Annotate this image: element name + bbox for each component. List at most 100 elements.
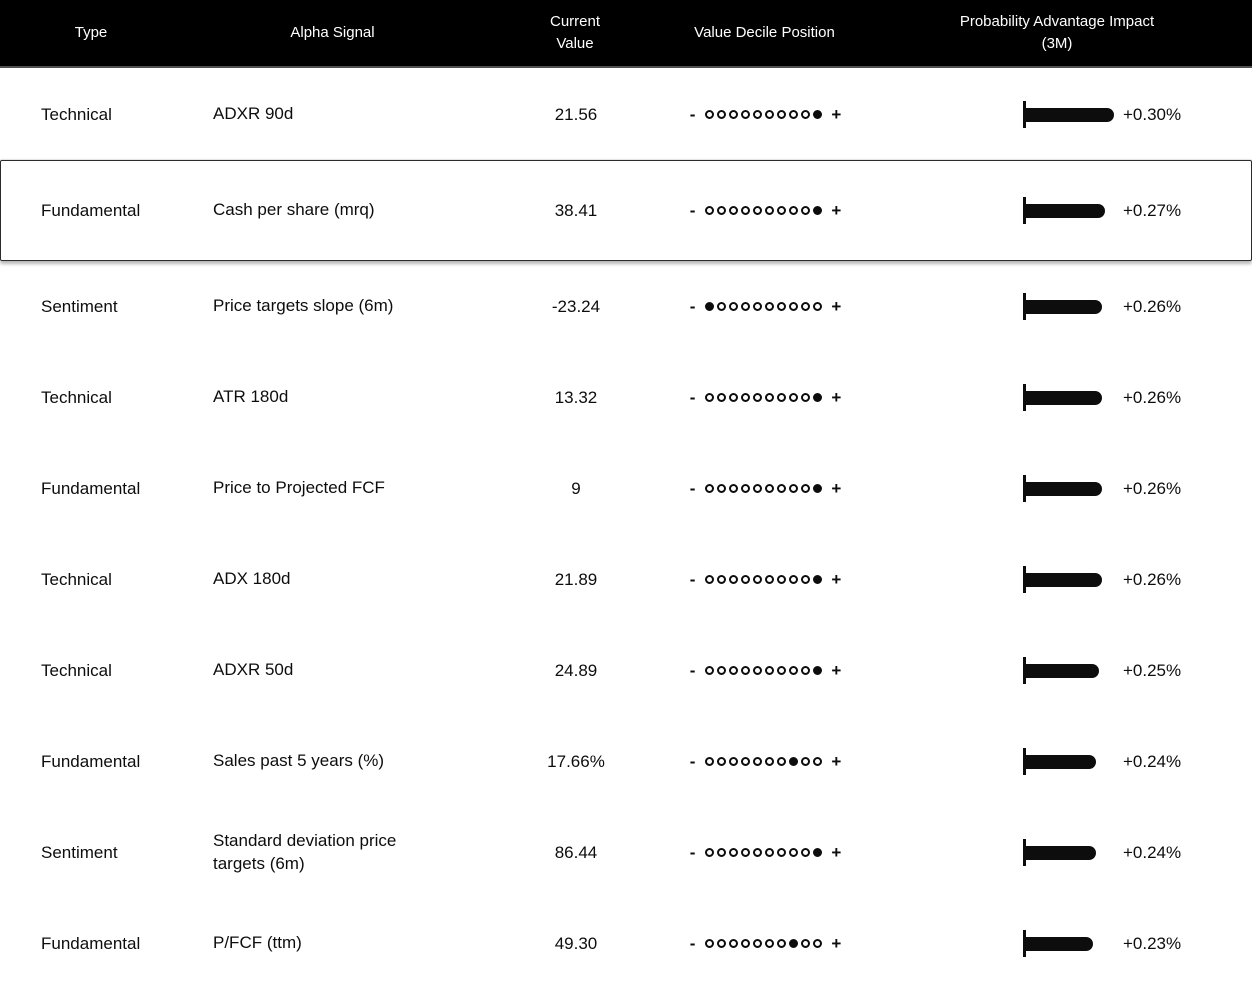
table-row[interactable]: Fundamental P/FCF (ttm) 49.30 - + +0.23%: [0, 898, 1252, 989]
impact-bar-axis-tick: [1023, 748, 1026, 775]
decile-dot: [776, 757, 786, 766]
signal-cell: Price targets slope (6m): [183, 295, 484, 318]
decile-dot: [776, 206, 786, 215]
signal-label: Price targets slope (6m): [213, 296, 394, 316]
type-cell: Technical: [41, 569, 112, 589]
decile-dot: [788, 393, 798, 402]
type-cell: Sentiment: [41, 296, 118, 316]
decile-dot: [812, 302, 822, 311]
column-header-type[interactable]: Type: [0, 22, 182, 44]
table-row[interactable]: Technical ATR 180d 13.32 - + +0.26%: [0, 352, 1252, 443]
decile-plus-button[interactable]: +: [831, 934, 842, 953]
table-row[interactable]: Technical ADXR 50d 24.89 - + +0.25%: [0, 625, 1252, 716]
impact-bar: [1026, 572, 1102, 587]
decile-dot: [788, 110, 798, 119]
table-row[interactable]: Fundamental Price to Projected FCF 9 - +…: [0, 443, 1252, 534]
column-header-impact[interactable]: Probability Advantage Impact (3M): [862, 11, 1252, 55]
decile-dot: [752, 206, 762, 215]
decile-dots: [703, 484, 823, 493]
impact-bar-axis-tick: [1023, 839, 1026, 866]
current-value-cell: 38.41: [554, 200, 598, 220]
table-row[interactable]: Technical ADXR 90d 21.56 - + +0.30%: [0, 69, 1252, 160]
decile-dot-filled: [788, 757, 798, 766]
column-header-alpha-signal[interactable]: Alpha Signal: [182, 22, 483, 44]
decile-dot-filled: [812, 666, 822, 675]
decile-dot: [752, 848, 762, 857]
decile-plus-button[interactable]: +: [831, 201, 842, 220]
decile-dots: [703, 666, 823, 675]
signal-cell: Cash per share (mrq): [183, 199, 484, 222]
decile-dot-filled: [812, 393, 822, 402]
decile-dot: [788, 848, 798, 857]
impact-bar: [1026, 845, 1096, 860]
impact-bar-axis-tick: [1023, 566, 1026, 593]
decile-dot: [704, 757, 714, 766]
decile-dot: [764, 484, 774, 493]
impact-bar: [1026, 203, 1105, 218]
impact-bar-axis-tick: [1023, 475, 1026, 502]
signal-label: P/FCF (ttm): [213, 933, 302, 953]
impact-cell: +0.25%: [863, 657, 1252, 684]
decile-minus-button[interactable]: -: [689, 388, 696, 407]
decile-plus-button[interactable]: +: [831, 388, 842, 407]
decile-dots: [703, 110, 823, 119]
decile-dot: [764, 666, 774, 675]
impact-cell: +0.24%: [863, 748, 1252, 775]
current-value-cell: 24.89: [554, 660, 598, 680]
decile-dot: [740, 110, 750, 119]
table-header-row: Type Alpha Signal Current Value Value De…: [0, 0, 1252, 68]
decile-plus-button[interactable]: +: [831, 661, 842, 680]
signal-cell: P/FCF (ttm): [183, 932, 484, 955]
decile-dot: [716, 393, 726, 402]
decile-dot: [776, 939, 786, 948]
decile-plus-button[interactable]: +: [831, 479, 842, 498]
signal-label: Standard deviation price targets (6m): [213, 830, 397, 873]
table-row[interactable]: Fundamental Sales past 5 years (%) 17.66…: [0, 716, 1252, 807]
signal-label: Cash per share (mrq): [213, 200, 375, 220]
decile-minus-button[interactable]: -: [689, 843, 696, 862]
impact-bar-area: [1023, 475, 1123, 502]
signal-cell: Price to Projected FCF: [183, 477, 484, 500]
current-value-cell: 17.66%: [547, 751, 605, 771]
decile-dot: [764, 757, 774, 766]
impact-cell: +0.26%: [863, 384, 1252, 411]
decile-minus-button[interactable]: -: [689, 570, 696, 589]
decile-minus-button[interactable]: -: [689, 934, 696, 953]
column-header-decile-position[interactable]: Value Decile Position: [667, 22, 862, 44]
impact-value-label: +0.26%: [1123, 387, 1182, 407]
decile-dot: [752, 393, 762, 402]
impact-bar: [1026, 936, 1093, 951]
impact-cell: +0.30%: [863, 101, 1252, 128]
decile-plus-button[interactable]: +: [831, 843, 842, 862]
decile-plus-button[interactable]: +: [831, 752, 842, 771]
table-row[interactable]: Technical ADX 180d 21.89 - + +0.26%: [0, 534, 1252, 625]
type-cell: Fundamental: [41, 933, 141, 953]
column-header-label: Probability Advantage Impact (3M): [959, 13, 1155, 52]
decile-dot: [740, 302, 750, 311]
decile-dots: [703, 757, 823, 766]
decile-dot: [800, 848, 810, 857]
decile-plus-button[interactable]: +: [831, 570, 842, 589]
decile-dot: [740, 575, 750, 584]
impact-bar-axis-tick: [1023, 197, 1026, 224]
decile-plus-button[interactable]: +: [831, 105, 842, 124]
decile-dot: [764, 575, 774, 584]
impact-bar: [1026, 481, 1102, 496]
decile-minus-button[interactable]: -: [689, 752, 696, 771]
impact-value-label: +0.23%: [1123, 933, 1182, 953]
impact-value-label: +0.24%: [1123, 751, 1182, 771]
decile-minus-button[interactable]: -: [689, 297, 696, 316]
impact-bar-area: [1023, 293, 1123, 320]
column-header-current-value[interactable]: Current Value: [483, 11, 667, 55]
decile-plus-button[interactable]: +: [831, 297, 842, 316]
table-row[interactable]: Sentiment Price targets slope (6m) -23.2…: [0, 261, 1252, 352]
decile-minus-button[interactable]: -: [689, 661, 696, 680]
impact-bar-area: [1023, 748, 1123, 775]
table-row[interactable]: Sentiment Standard deviation price targe…: [0, 807, 1252, 898]
decile-position-cell: - +: [668, 389, 863, 406]
decile-minus-button[interactable]: -: [689, 105, 696, 124]
decile-minus-button[interactable]: -: [689, 479, 696, 498]
decile-minus-button[interactable]: -: [689, 201, 696, 220]
table-row[interactable]: Fundamental Cash per share (mrq) 38.41 -…: [0, 160, 1252, 261]
signal-label: Sales past 5 years (%): [213, 751, 385, 771]
